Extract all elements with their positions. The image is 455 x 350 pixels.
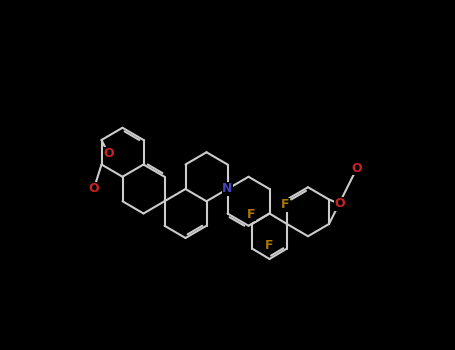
Text: O: O (334, 197, 345, 210)
Text: N: N (222, 182, 233, 196)
Text: O: O (103, 147, 114, 161)
Text: F: F (281, 198, 289, 211)
Text: F: F (247, 208, 255, 221)
Text: F: F (264, 239, 273, 252)
Text: O: O (88, 182, 99, 196)
Text: O: O (352, 161, 362, 175)
